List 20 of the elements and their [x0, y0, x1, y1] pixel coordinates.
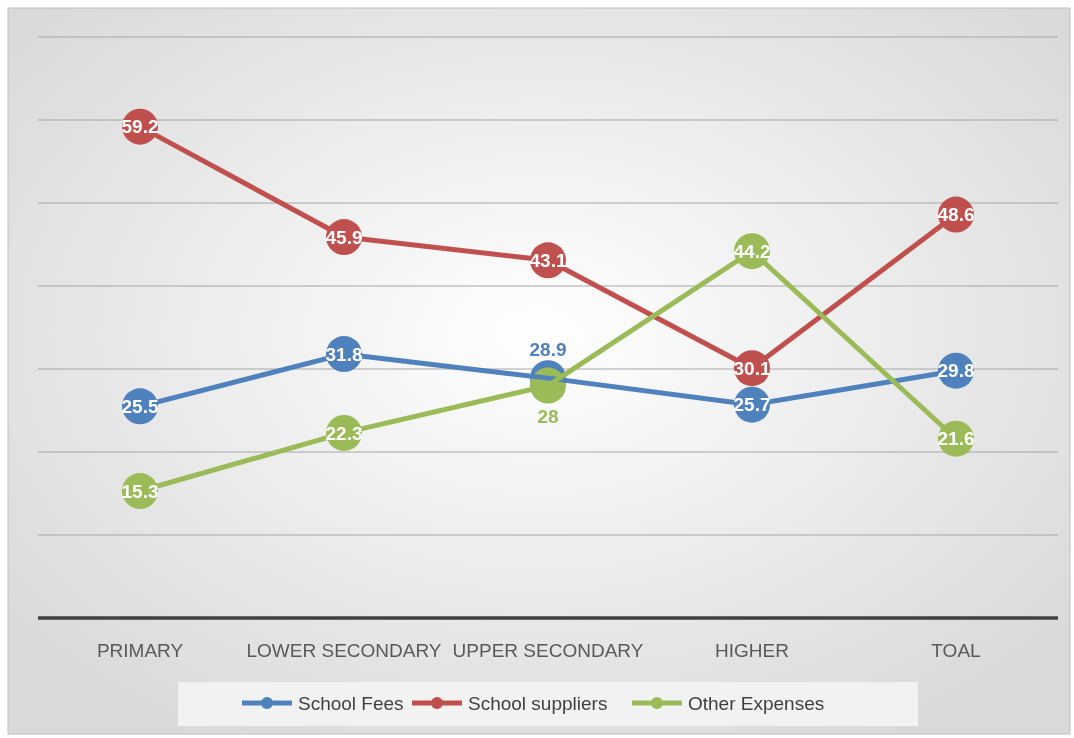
data-label: 25.7: [733, 394, 771, 416]
data-label: 25.5: [121, 396, 159, 417]
legend-label: Other Expenses: [688, 692, 825, 714]
data-label: 15.3: [121, 480, 159, 502]
data-label: 29.8: [937, 360, 975, 382]
data-label: 31.8: [325, 343, 363, 365]
data-label: 22.3: [325, 422, 363, 444]
data-label: 59.2: [121, 116, 159, 138]
legend-label: School Fees: [298, 692, 404, 714]
data-label: 30.1: [733, 357, 771, 379]
x-tick-label: LOWER SECONDARY: [246, 639, 442, 661]
x-tick-label: TOAL: [931, 639, 981, 661]
x-tick-label: UPPER SECONDARY: [452, 639, 644, 661]
legend-label: School suppliers: [468, 692, 608, 714]
data-label: 21.6: [937, 428, 975, 450]
x-tick-label: HIGHER: [715, 639, 789, 661]
data-label: 28: [537, 406, 559, 428]
data-label: 43.1: [529, 249, 567, 271]
x-tick-label: PRIMARY: [96, 639, 184, 661]
data-label: 28.9: [529, 338, 567, 360]
